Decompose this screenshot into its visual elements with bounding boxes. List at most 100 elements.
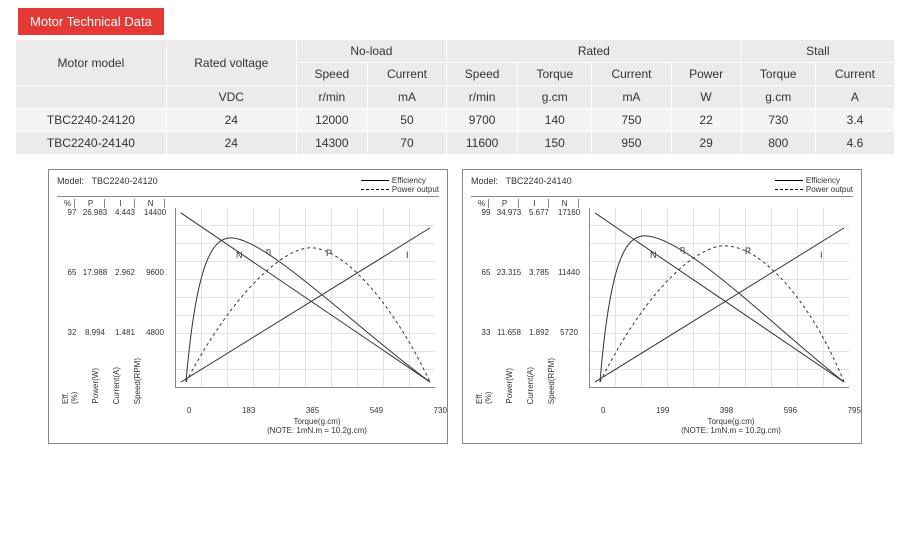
ytick: 5720 [555,328,583,337]
cell-model: TBC2240-24140 [16,132,167,155]
yaxis-label: Eff.(%) [61,388,79,404]
yaxis-label: Current(A) [526,367,535,404]
ytick: 1.892 [525,328,553,337]
table-row: TBC2240-24120 24 12000 50 9700 140 750 2… [16,109,895,132]
cell: 3.4 [815,109,894,132]
curve-I [181,228,430,382]
colgroup-stall: Stall [741,40,894,63]
xtick: 183 [242,406,255,415]
yaxis-label: Speed(RPM) [133,358,142,404]
col-r-torque: Torque [518,63,592,86]
yhead: I [521,199,549,208]
col-r-power: Power [671,63,741,86]
xaxis-label: Torque(g.cm) [601,417,861,426]
ytick: 3.785 [525,268,553,277]
cell: 29 [671,132,741,155]
cell: 14300 [296,132,367,155]
ytick: 32 [65,328,79,337]
cell: 4.6 [815,132,894,155]
curve-label-eta: η [680,244,685,254]
col-nl-current: Current [367,63,446,86]
ytick: 97 [65,208,79,217]
ytick: 1.481 [111,328,139,337]
legend-line-icon [361,180,389,181]
curve-label-N: N [650,250,657,260]
yhead: I [107,199,135,208]
ytick: 11440 [555,268,583,277]
ytick: 4800 [141,328,169,337]
cell: 24 [166,109,296,132]
curve-P [186,248,430,382]
cell: 24 [166,132,296,155]
col-rated-voltage: Rated voltage [166,40,296,86]
col-r-current: Current [592,63,671,86]
yaxis-label: Power(W) [91,368,100,404]
cell: 750 [592,109,671,132]
xtick: 596 [784,406,797,415]
curve-eta [186,238,430,382]
ytick: 14400 [141,208,169,217]
col-model: Motor model [16,40,167,86]
legend-power: Power output [392,185,439,194]
ytick: 17.988 [81,268,109,277]
curve-label-eta: η [266,246,271,256]
chart-model-label: Model: [57,176,84,186]
ytick: 34.973 [495,208,523,217]
curve-label-N: N [236,250,243,260]
yhead: N [551,199,579,208]
section-title-badge: Motor Technical Data [18,8,164,35]
xtick: 398 [720,406,733,415]
cell: 730 [741,109,815,132]
xtick: 199 [656,406,669,415]
colgroup-rated: Rated [447,40,742,63]
col-nl-speed: Speed [296,63,367,86]
cell: 22 [671,109,741,132]
yaxis-label: Current(A) [112,367,121,404]
legend-dash-icon [361,189,389,190]
curve-P [600,246,844,382]
curve-label-P: P [326,248,332,258]
legend-power: Power output [806,185,853,194]
yhead: % [61,199,75,208]
ytick: 26.983 [81,208,109,217]
cell: 800 [741,132,815,155]
cell: 140 [518,109,592,132]
ytick: 99 [479,208,493,217]
col-s-current: Current [815,63,894,86]
chart-panel: Model: TBC2240-24140 Efficiency Power ou… [462,169,862,444]
unit-vdc: VDC [166,86,296,109]
ytick: 17160 [555,208,583,217]
yaxis-label: Speed(RPM) [547,358,556,404]
legend-efficiency: Efficiency [392,176,426,185]
ytick: 8.994 [81,328,109,337]
cell: 70 [367,132,446,155]
xtick: 0 [187,406,191,415]
unit-mA: mA [367,86,446,109]
curve-label-I: I [820,250,823,260]
ytick: 5.677 [525,208,553,217]
cell: 50 [367,109,446,132]
unit-rmin: r/min [296,86,367,109]
xaxis-label: Torque(g.cm) [187,417,447,426]
chart-panel: Model: TBC2240-24120 Efficiency Power ou… [48,169,448,444]
cell-model: TBC2240-24120 [16,109,167,132]
yhead: P [77,199,105,208]
chart-note: (NOTE: 1mN.m = 10.2g.cm) [187,426,447,435]
unit-rmin2: r/min [447,86,518,109]
charts-row: Model: TBC2240-24120 Efficiency Power ou… [0,165,910,464]
table-row: TBC2240-24140 24 14300 70 11600 150 950 … [16,132,895,155]
chart-model: TBC2240-24120 [92,176,158,186]
col-s-torque: Torque [741,63,815,86]
unit-mA2: mA [592,86,671,109]
chart-plot: N η P I [589,208,849,388]
ytick: 33 [479,328,493,337]
unit-gcm: g.cm [518,86,592,109]
colgroup-noload: No-load [296,40,446,63]
chart-note: (NOTE: 1mN.m = 10.2g.cm) [601,426,861,435]
chart-plot: N η P I [175,208,435,388]
curve-label-I: I [406,250,409,260]
ytick: 4.443 [111,208,139,217]
yaxis-label: Power(W) [505,368,514,404]
cell: 150 [518,132,592,155]
cell: 12000 [296,109,367,132]
